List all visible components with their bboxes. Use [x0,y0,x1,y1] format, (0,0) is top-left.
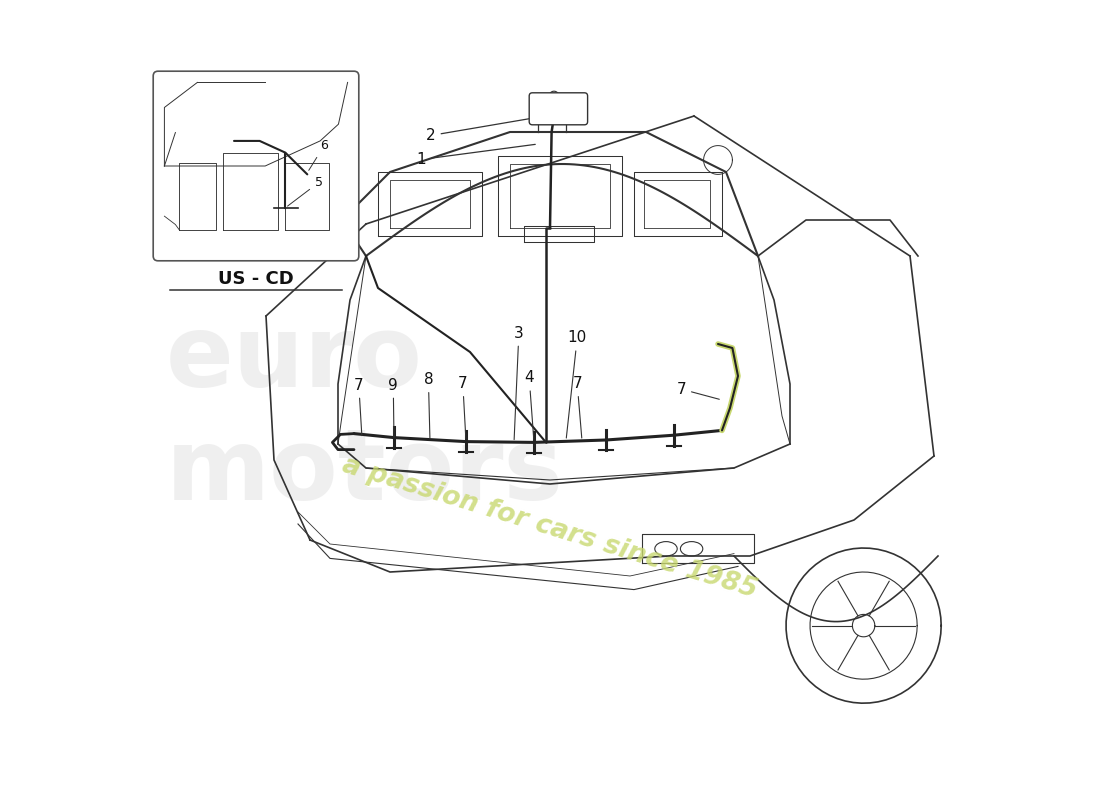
Text: 3: 3 [514,326,524,440]
Text: 7: 7 [458,376,468,439]
Text: 7: 7 [354,378,364,436]
FancyBboxPatch shape [529,93,587,125]
Text: 4: 4 [525,370,533,440]
Text: 2: 2 [426,117,542,143]
Text: 5: 5 [287,176,322,206]
Text: 8: 8 [424,372,433,439]
Text: 6: 6 [309,139,328,170]
Text: 1: 1 [417,144,536,167]
Text: 10: 10 [566,330,587,438]
Text: 7: 7 [572,376,582,438]
Text: US - CD: US - CD [218,270,294,288]
Text: 7: 7 [676,382,719,399]
FancyBboxPatch shape [153,71,359,261]
Ellipse shape [654,542,678,556]
Text: 9: 9 [388,378,398,438]
Text: euro
motors: euro motors [166,311,564,521]
Ellipse shape [681,542,703,556]
Text: a passion for cars since 1985: a passion for cars since 1985 [339,452,761,604]
